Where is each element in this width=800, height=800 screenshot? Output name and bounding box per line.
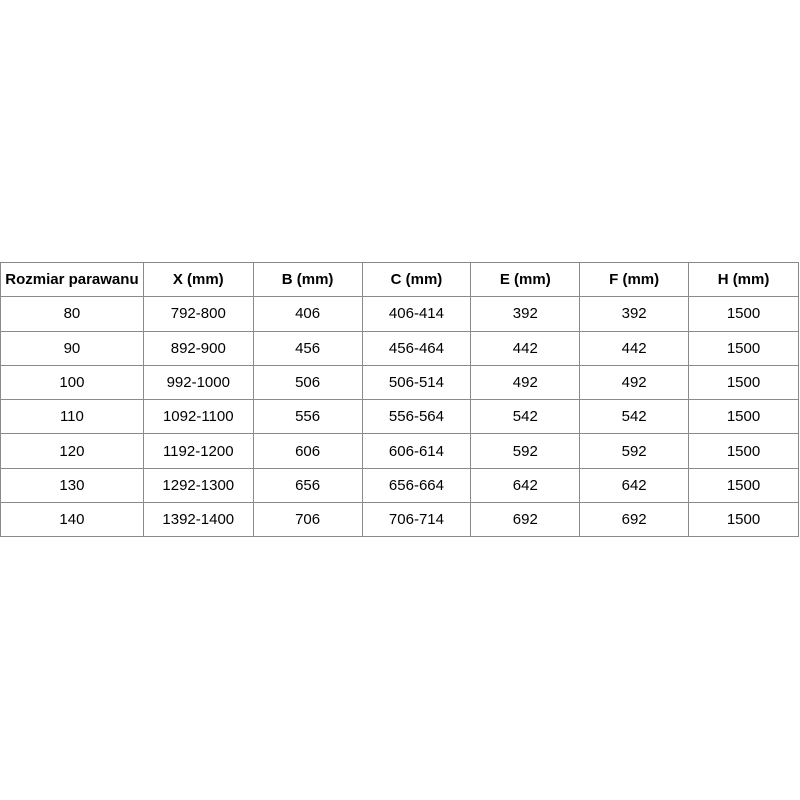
table-cell: 90 (0, 330, 144, 366)
column-header: Rozmiar parawanu (0, 261, 144, 298)
column-header: C (mm) (361, 261, 472, 298)
table-cell: 140 (0, 502, 144, 538)
table-cell: 542 (579, 399, 690, 435)
table-cell: 100 (0, 364, 144, 401)
table-row: 130 1292-1300 656 656-664 642 642 1500 (0, 467, 799, 504)
table-cell: 592 (470, 433, 581, 469)
table-cell: 656 (252, 467, 363, 504)
table-cell: 392 (470, 296, 581, 332)
table-cell: 492 (579, 364, 690, 401)
table-cell: 456-464 (361, 330, 472, 366)
table-cell: 506-514 (361, 364, 472, 401)
table-row: 90 892-900 456 456-464 442 442 1500 (0, 330, 799, 366)
table-cell: 1500 (688, 330, 799, 366)
table-cell: 1392-1400 (142, 502, 254, 538)
table-cell: 556-564 (361, 399, 472, 435)
table-cell: 392 (579, 296, 690, 332)
table-cell: 706-714 (361, 502, 472, 538)
table-cell: 1092-1100 (142, 399, 254, 435)
header-row: Rozmiar parawanu X (mm) B (mm) C (mm) E (mm)… (0, 261, 799, 298)
table-cell: 442 (579, 330, 690, 366)
table-cell: 792-800 (142, 296, 254, 332)
table-cell: 120 (0, 433, 144, 469)
table-cell: 1500 (688, 364, 799, 401)
table-cell: 992-1000 (142, 364, 254, 401)
table-cell: 1500 (688, 502, 799, 538)
table-cell: 592 (579, 433, 690, 469)
table-cell: 692 (470, 502, 581, 538)
column-header: B (mm) (252, 261, 363, 298)
table-row: 140 1392-1400 706 706-714 692 692 1500 (0, 502, 799, 538)
table-cell: 1500 (688, 296, 799, 332)
table-cell: 456 (252, 330, 363, 366)
table-cell: 892-900 (142, 330, 254, 366)
table-cell: 1500 (688, 399, 799, 435)
table-cell: 506 (252, 364, 363, 401)
table-cell: 110 (0, 399, 144, 435)
table-cell: 80 (0, 296, 144, 332)
table-cell: 606 (252, 433, 363, 469)
table-cell: 606-614 (361, 433, 472, 469)
table-cell: 1292-1300 (142, 467, 254, 504)
table-row: 120 1192-1200 606 606-614 592 592 1500 (0, 433, 799, 469)
column-header: E (mm) (470, 261, 581, 298)
table-cell: 556 (252, 399, 363, 435)
dimensions-table: Rozmiar parawanu X (mm) B (mm) C (mm) E (mm)… (0, 261, 799, 538)
table-cell: 642 (470, 467, 581, 504)
table-cell: 642 (579, 467, 690, 504)
table-cell: 656-664 (361, 467, 472, 504)
table-cell: 406-414 (361, 296, 472, 332)
table-cell: 1500 (688, 433, 799, 469)
table-cell: 1500 (688, 467, 799, 504)
column-header: H (mm) (688, 261, 799, 298)
table-cell: 1192-1200 (142, 433, 254, 469)
table-cell: 542 (470, 399, 581, 435)
column-header: F (mm) (579, 261, 690, 298)
table-cell: 406 (252, 296, 363, 332)
table-cell: 492 (470, 364, 581, 401)
table-row: 80 792-800 406 406-414 392 392 1500 (0, 296, 799, 332)
table-cell: 442 (470, 330, 581, 366)
table-cell: 706 (252, 502, 363, 538)
table-row: 110 1092-1100 556 556-564 542 542 1500 (0, 399, 799, 435)
column-header: X (mm) (142, 261, 254, 298)
table-row: 100 992-1000 506 506-514 492 492 1500 (0, 364, 799, 401)
table-cell: 130 (0, 467, 144, 504)
table-cell: 692 (579, 502, 690, 538)
